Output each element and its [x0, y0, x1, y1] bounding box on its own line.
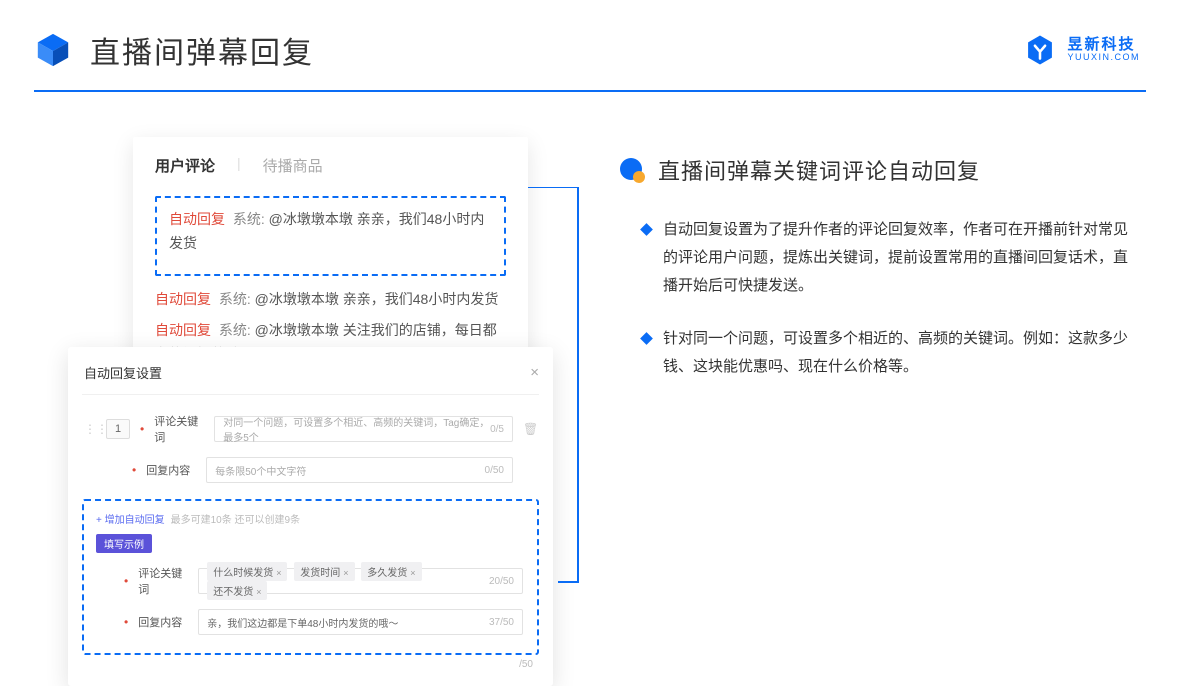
required-dot: • — [124, 574, 128, 588]
trash-icon[interactable]: 🗑 — [523, 422, 537, 436]
diamond-icon — [640, 223, 653, 236]
placeholder: 对同一个问题，可设置多个相近、高频的关键词，Tag确定，最多5个 — [223, 414, 490, 444]
tag-chip[interactable]: 什么时候发货× — [207, 562, 287, 581]
tag-chip[interactable]: 还不发货× — [207, 581, 267, 600]
title-wrap: 直播间弹幕回复 — [34, 28, 314, 72]
content: 用户评论 | 待播商品 自动回复 系统: @冰墩墩本墩 亲亲，我们48小时内发货… — [0, 92, 1180, 407]
header: 直播间弹幕回复 昱新科技 YUUXIN.COM — [0, 0, 1180, 72]
count: 0/5 — [490, 424, 504, 435]
content-row: • 回复内容 每条限50个中文字符 0/50 — [82, 451, 539, 489]
required-dot: • — [124, 615, 128, 629]
tab-products[interactable]: 待播商品 — [263, 155, 323, 180]
brand-logo-icon — [1023, 33, 1057, 67]
bullet-text: 自动回复设置为了提升作者的评论回复效率，作者可在开播前针对常见的评论用户问题，提… — [663, 216, 1140, 299]
brand-name-cn: 昱新科技 — [1067, 37, 1140, 54]
content-input[interactable]: 每条限50个中文字符 0/50 — [206, 457, 513, 483]
highlighted-reply-box: 自动回复 系统: @冰墩墩本墩 亲亲，我们48小时内发货 — [155, 196, 506, 276]
example-text: 亲，我们这边都是下单48小时内发货的哦～ — [207, 615, 398, 630]
keyword-row: ⋮⋮ 1 • 评论关键词 对同一个问题，可设置多个相近、高频的关键词，Tag确定… — [82, 407, 539, 451]
example-pill: 填写示例 — [96, 534, 152, 553]
count: 0/50 — [485, 465, 504, 476]
reply-line: 自动回复 系统: @冰墩墩本墩 亲亲，我们48小时内发货 — [155, 288, 506, 312]
settings-header: 自动回复设置 × — [82, 361, 539, 395]
example-box: + 增加自动回复 最多可建10条 还可以创建9条 填写示例 • 评论关键词 什么… — [82, 499, 539, 655]
brand-name-en: YUUXIN.COM — [1067, 53, 1140, 63]
reply-tag: 自动回复 — [155, 322, 211, 338]
reply-tag: 自动回复 — [155, 291, 211, 307]
keyword-label: 评论关键词 — [138, 565, 188, 597]
tab-comments[interactable]: 用户评论 — [155, 155, 215, 180]
diamond-icon — [640, 332, 653, 345]
content-label: 回复内容 — [138, 614, 188, 630]
example-keyword-row: • 评论关键词 什么时候发货× 发货时间× 多久发货× 还不发货× 20/50 — [96, 559, 525, 603]
count: 37/50 — [489, 617, 514, 628]
brand: 昱新科技 YUUXIN.COM — [1023, 33, 1140, 67]
keyword-input[interactable]: 对同一个问题，可设置多个相近、高频的关键词，Tag确定，最多5个 0/5 — [214, 416, 513, 442]
cube-icon — [34, 31, 72, 69]
tabs: 用户评论 | 待播商品 — [155, 155, 506, 180]
page-title: 直播间弹幕回复 — [90, 28, 314, 72]
outer-count: /50 — [519, 659, 533, 670]
settings-title: 自动回复设置 — [84, 363, 162, 382]
settings-card: 自动回复设置 × ⋮⋮ 1 • 评论关键词 对同一个问题，可设置多个相近、高频的… — [68, 347, 553, 686]
required-dot: • — [140, 422, 144, 436]
bullet-item: 针对同一个问题，可设置多个相近的、高频的关键词。例如：这款多少钱、这块能优惠吗、… — [618, 325, 1140, 381]
tag-chip[interactable]: 多久发货× — [361, 562, 421, 581]
tag-chip[interactable]: 发货时间× — [294, 562, 354, 581]
reply-system-label: 系统: — [219, 322, 251, 338]
drag-icon[interactable]: ⋮⋮ — [84, 422, 96, 436]
reply-system-label: 系统: — [219, 291, 251, 307]
bullet-item: 自动回复设置为了提升作者的评论回复效率，作者可在开播前针对常见的评论用户问题，提… — [618, 216, 1140, 299]
example-keyword-input[interactable]: 什么时候发货× 发货时间× 多久发货× 还不发货× 20/50 — [198, 568, 523, 594]
dots-icon — [618, 156, 646, 184]
content-label: 回复内容 — [146, 462, 196, 478]
sequence-number: 1 — [106, 419, 130, 439]
section-title-row: 直播间弹幕关键词评论自动回复 — [618, 154, 1140, 186]
count: 20/50 — [489, 576, 514, 587]
placeholder: 每条限50个中文字符 — [215, 463, 306, 478]
tab-separator: | — [237, 155, 241, 180]
section-title: 直播间弹幕关键词评论自动回复 — [658, 154, 980, 186]
example-content-row: • 回复内容 亲，我们这边都是下单48小时内发货的哦～ 37/50 — [96, 603, 525, 641]
tag-chips: 什么时候发货× 发货时间× 多久发货× 还不发货× — [207, 562, 489, 600]
add-reply-button[interactable]: + 增加自动回复 — [96, 511, 165, 526]
reply-text: @冰墩墩本墩 亲亲，我们48小时内发货 — [255, 291, 499, 307]
bullet-text: 针对同一个问题，可设置多个相近的、高频的关键词。例如：这款多少钱、这块能优惠吗、… — [663, 325, 1140, 381]
example-content-input[interactable]: 亲，我们这边都是下单48小时内发货的哦～ 37/50 — [198, 609, 523, 635]
reply-system-label: 系统: — [233, 211, 265, 227]
brand-text: 昱新科技 YUUXIN.COM — [1067, 37, 1140, 63]
right-column: 直播间弹幕关键词评论自动回复 自动回复设置为了提升作者的评论回复效率，作者可在开… — [618, 137, 1140, 407]
required-dot: • — [132, 463, 136, 477]
reply-line: 自动回复 系统: @冰墩墩本墩 亲亲，我们48小时内发货 — [169, 208, 492, 256]
reply-tag: 自动回复 — [169, 211, 225, 227]
add-note: 最多可建10条 还可以创建9条 — [171, 511, 300, 526]
add-reply-line: + 增加自动回复 最多可建10条 还可以创建9条 — [96, 511, 525, 526]
left-column: 用户评论 | 待播商品 自动回复 系统: @冰墩墩本墩 亲亲，我们48小时内发货… — [68, 137, 548, 407]
close-icon[interactable]: × — [530, 364, 539, 381]
keyword-label: 评论关键词 — [154, 413, 204, 445]
